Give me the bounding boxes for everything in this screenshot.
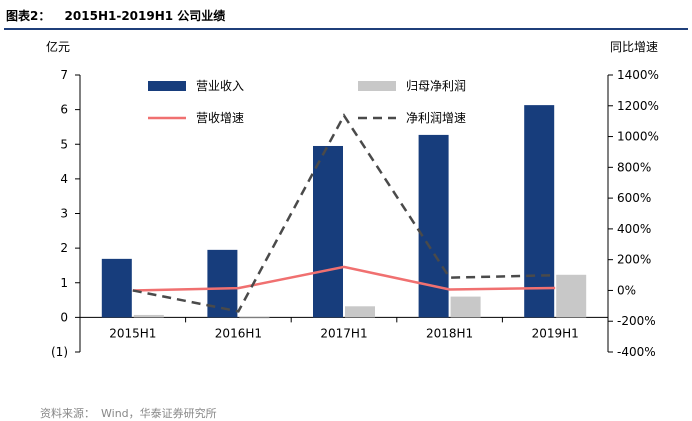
bar-营业收入 xyxy=(418,134,449,318)
legend-label-营收增速: 营收增速 xyxy=(196,111,244,125)
bar-归母净利润 xyxy=(133,314,164,318)
legend-label-归母净利润: 归母净利润 xyxy=(406,79,466,93)
bar-归母净利润 xyxy=(450,296,481,318)
x-axis-tick-label: 2017H1 xyxy=(320,326,367,340)
right-axis-tick-label: 1200% xyxy=(617,99,659,113)
legend-label-净利润增速: 净利润增速 xyxy=(406,111,466,125)
bar-归母净利润 xyxy=(556,274,587,318)
bar-营业收入 xyxy=(101,258,132,318)
figure-caption: 图表2： 2015H1-2019H1 公司业绩 xyxy=(6,6,686,26)
figure-number: 图表2： xyxy=(6,9,51,23)
right-axis-tick-label: 1400% xyxy=(617,68,659,82)
right-axis-tick-label: 200% xyxy=(617,253,651,267)
right-axis-tick-label: 1000% xyxy=(617,130,659,144)
right-axis-tick-label: 800% xyxy=(617,160,651,174)
chart-lines xyxy=(132,113,556,313)
x-axis-tick-label: 2015H1 xyxy=(109,326,156,340)
right-axis-tick-label: 400% xyxy=(617,222,651,236)
legend-swatch-归母净利润 xyxy=(358,81,396,91)
caption-divider xyxy=(4,28,688,30)
legend-swatch-营业收入 xyxy=(148,81,186,91)
line-净利润增速 xyxy=(132,113,556,313)
left-axis-tick-label: (1) xyxy=(51,345,68,359)
right-axis-tick-label: -200% xyxy=(617,314,656,328)
chart-bars xyxy=(101,105,587,319)
x-axis-tick-label: 2016H1 xyxy=(215,326,262,340)
x-axis-tick-label: 2018H1 xyxy=(426,326,473,340)
chart-axes: 7 6 5 4 3 2 1 0 (1) 亿元 1400% 1200% 1000% 800% 600% 400%… xyxy=(46,39,659,359)
bar-营业收入 xyxy=(524,105,555,318)
left-axis-unit-label: 亿元 xyxy=(46,39,70,54)
figure-title: 2015H1-2019H1 公司业绩 xyxy=(64,9,226,23)
source-text: Wind，华泰证券研究所 xyxy=(101,407,217,420)
x-axis-tick-label: 2019H1 xyxy=(532,326,579,340)
left-axis-tick-label: 1 xyxy=(60,276,68,290)
bar-营业收入 xyxy=(313,145,343,318)
left-axis-tick-label: 3 xyxy=(60,207,68,221)
line-营收增速 xyxy=(132,265,556,292)
source-label: 资料来源： xyxy=(40,407,95,420)
left-axis-tick-label: 0 xyxy=(60,310,68,324)
left-axis-tick-label: 6 xyxy=(60,103,68,117)
left-axis-tick-label: 5 xyxy=(60,137,68,151)
left-axis-tick-label: 7 xyxy=(60,68,68,82)
source-note: 资料来源： Wind，华泰证券研究所 xyxy=(40,405,223,421)
bar-归母净利润 xyxy=(239,317,270,319)
right-axis-tick-label: 600% xyxy=(617,191,651,205)
bar-归母净利润 xyxy=(345,306,375,318)
left-axis-tick-label: 2 xyxy=(60,241,68,255)
right-axis-tick-label: 0% xyxy=(617,283,636,297)
legend-label-营业收入: 营业收入 xyxy=(196,79,244,93)
right-axis-tick-label: -400% xyxy=(617,345,656,359)
left-axis-tick-label: 4 xyxy=(60,172,68,186)
right-axis-unit-label: 同比增速 xyxy=(610,40,658,54)
